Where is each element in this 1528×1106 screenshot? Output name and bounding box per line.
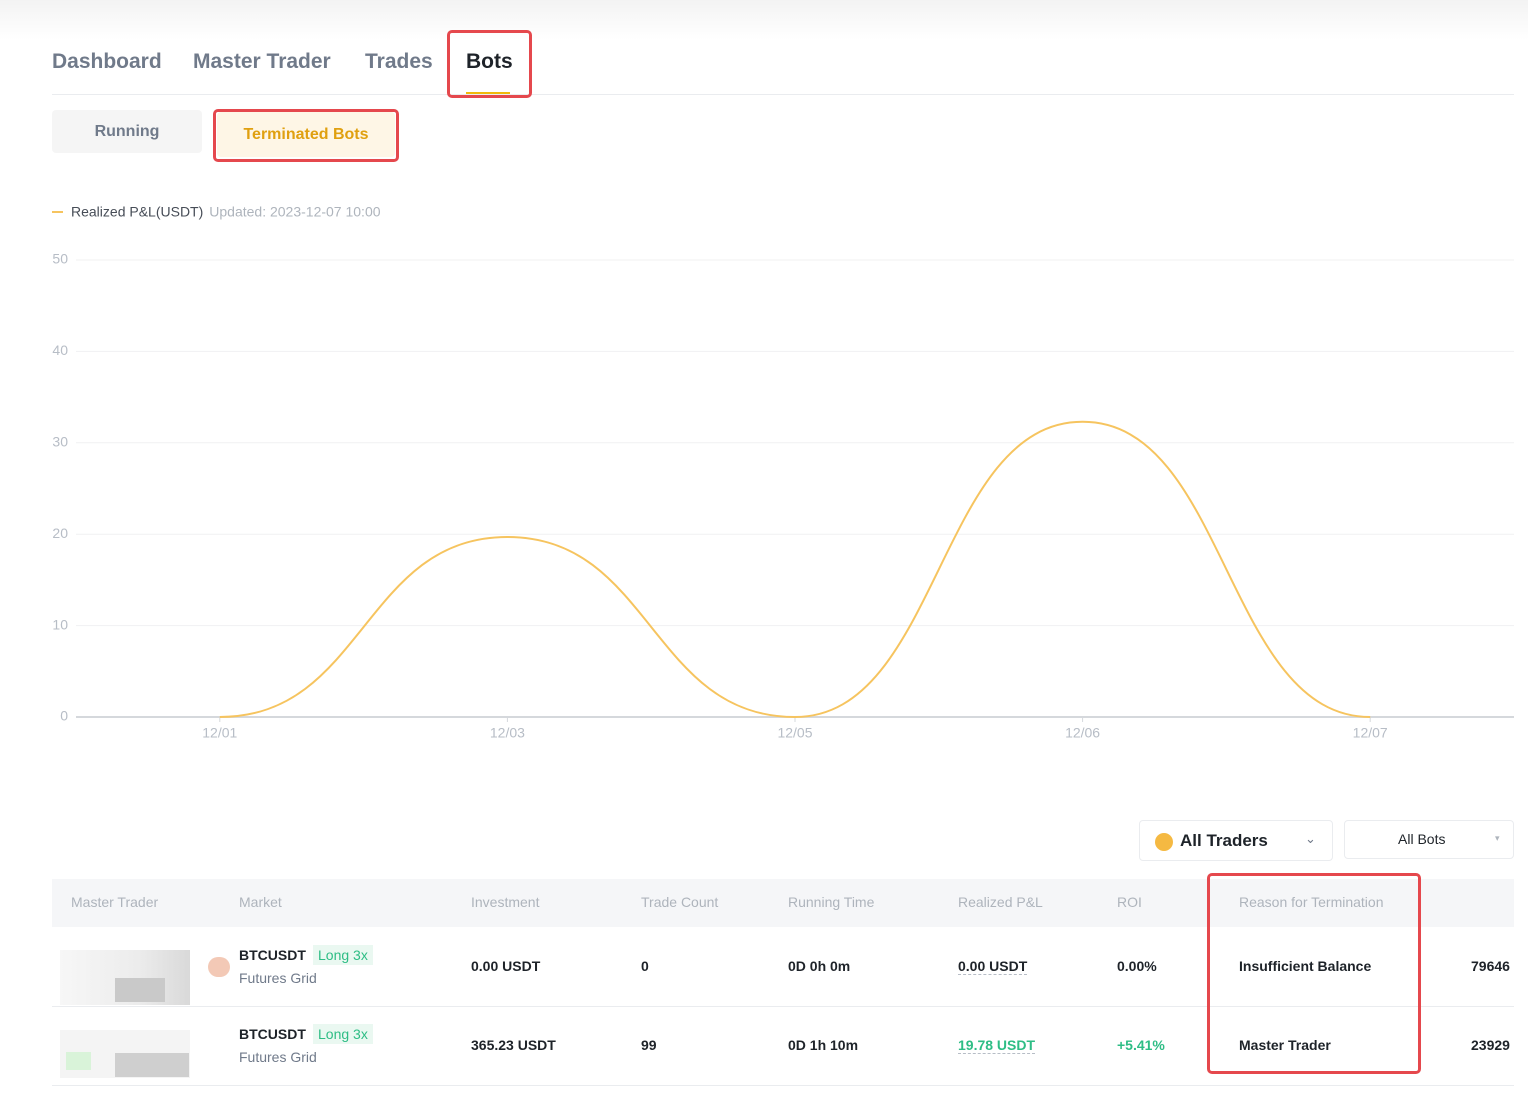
position-tag: Long 3x (313, 1024, 373, 1044)
subtab-active[interactable]: Terminated Bots (217, 112, 395, 157)
bot-type: Futures Grid (239, 970, 317, 986)
filter-label: All Bots (1398, 831, 1446, 847)
subtab[interactable]: Running (52, 110, 202, 153)
column-header: Realized P&L (958, 894, 1043, 910)
table-cell: 0D 1h 10m (788, 1037, 859, 1053)
column-header: Master Trader (71, 894, 159, 910)
column-header: Investment (471, 894, 540, 910)
x-tick-label: 12/01 (202, 725, 237, 741)
table-cell: 0 (641, 958, 649, 974)
x-tick-label: 12/07 (1353, 725, 1388, 741)
column-header: Trade Count (641, 894, 719, 910)
column-header: Market (239, 894, 282, 910)
table-cell: 19.78 USDT (958, 1037, 1036, 1054)
line (219, 420, 1371, 719)
chart: Realized P&L(USDT) Updated: 2023-12-07 10… (52, 204, 1514, 741)
highlight (213, 109, 399, 162)
trader-filter[interactable]: All Traders ⌄ (1139, 820, 1333, 861)
market-symbol: BTCUSDT (239, 947, 306, 963)
divider (52, 94, 1514, 95)
filter-label: All Traders (1180, 831, 1268, 850)
position-tag: Long 3x (313, 945, 373, 965)
y-tick-label: 40 (52, 342, 68, 358)
y-tick-label: 50 (52, 251, 68, 267)
top-shadow (0, 0, 1528, 40)
blurred-avatar (115, 978, 165, 1002)
blurred-avatar (115, 1053, 189, 1077)
tab-active[interactable]: Bots (466, 50, 513, 73)
table-cell: 0.00% (1117, 958, 1157, 974)
table-cell: Insufficient Balance (1239, 958, 1372, 974)
table-cell: 23929 (1471, 1037, 1510, 1053)
table-cell: 0.00 USDT (471, 958, 541, 974)
highlight (447, 30, 532, 98)
column-header: Running Time (788, 894, 875, 910)
table-cell: 0.00 USDT (958, 958, 1028, 975)
bot-type: Futures Grid (239, 1049, 317, 1065)
x-tick-label: 12/03 (490, 725, 525, 741)
column-header: ROI (1117, 894, 1142, 910)
highlight (1207, 873, 1421, 1074)
table-cell: Master Trader (1239, 1037, 1331, 1053)
legend-label: Realized P&L(USDT) (71, 204, 203, 220)
tab[interactable]: Dashboard (52, 50, 162, 73)
x-tick-label: 12/06 (1065, 725, 1100, 741)
table-cell: 0D 0h 0m (788, 958, 851, 974)
table-header (52, 879, 1514, 927)
tab[interactable]: Master Trader (193, 50, 331, 73)
table-cell: 365.23 USDT (471, 1037, 556, 1053)
y-tick-label: 10 (52, 616, 68, 632)
y-tick-label: 20 (52, 525, 68, 541)
table-cell: 79646 (1471, 958, 1510, 974)
market-symbol: BTCUSDT (239, 1026, 306, 1042)
y-tick-label: 0 (60, 708, 68, 724)
bot-filter[interactable]: All Bots ▾ (1344, 820, 1514, 859)
row-divider (52, 1006, 1514, 1007)
avatar-icon (1155, 833, 1173, 851)
chevron: ▾ (1495, 833, 1500, 843)
tab[interactable]: Trades (365, 50, 433, 73)
chart-subtitle: Updated: 2023-12-07 10:00 (209, 204, 380, 220)
blurred-avatar (66, 1052, 91, 1070)
x-tick-label: 12/05 (777, 725, 812, 741)
chevron: ⌄ (1305, 831, 1316, 846)
row-divider (52, 1085, 1514, 1086)
column-header: Reason for Termination (1239, 894, 1384, 910)
tab-underline (466, 92, 510, 95)
table-cell: +5.41% (1117, 1037, 1165, 1053)
bot-icon (208, 957, 230, 977)
y-tick-label: 30 (52, 434, 68, 450)
table-cell: 99 (641, 1037, 657, 1053)
